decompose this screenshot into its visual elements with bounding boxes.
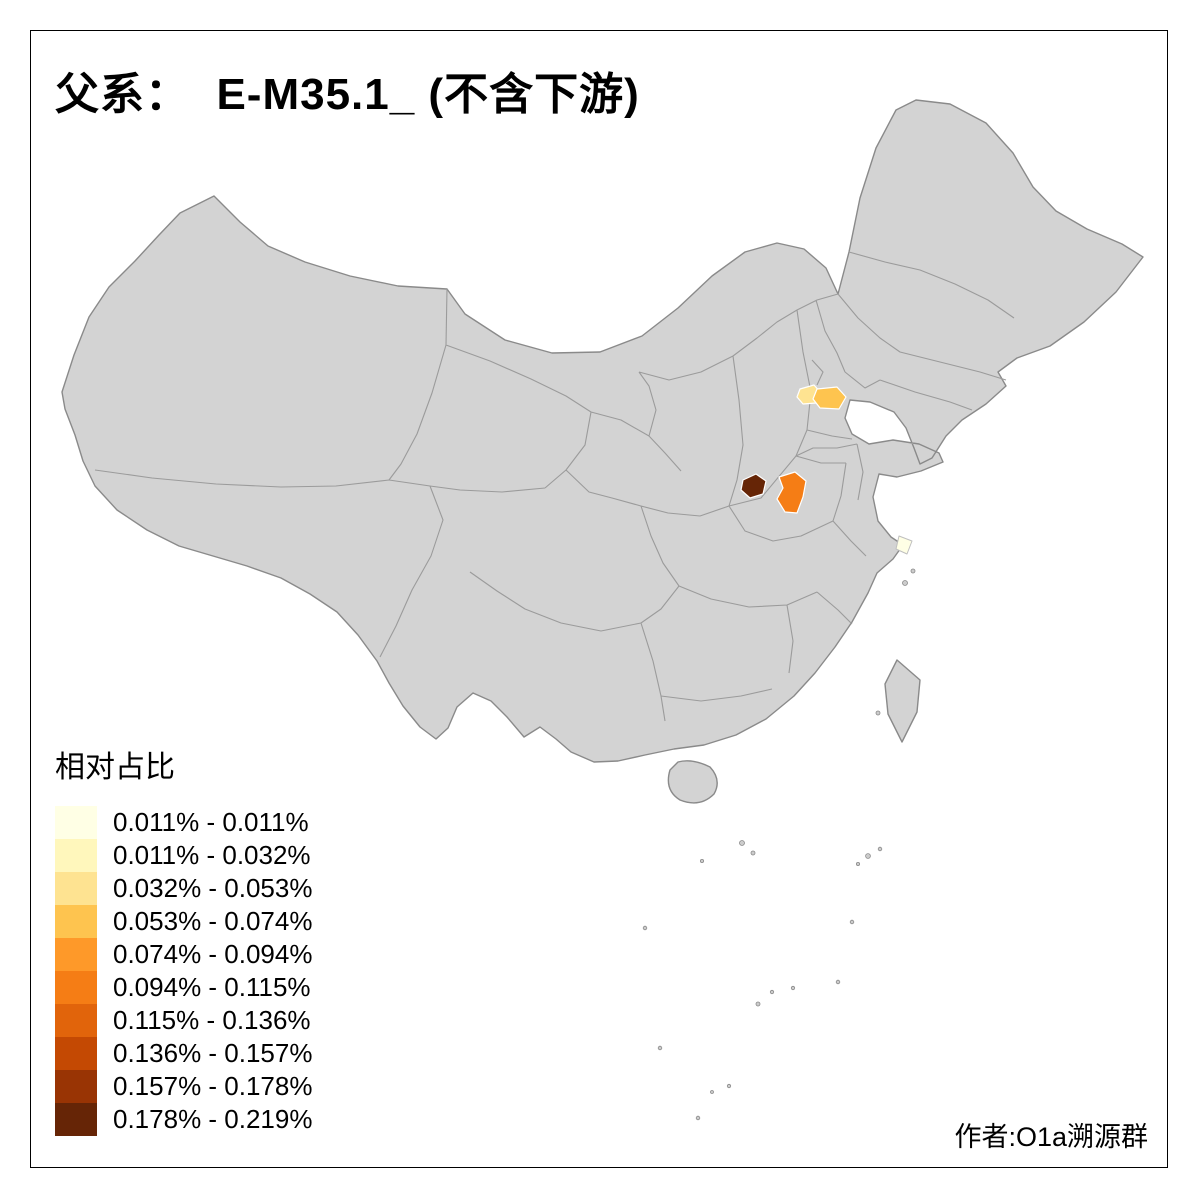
hainan-island [667,760,718,804]
legend-title: 相对占比 [55,751,175,784]
legend-label: 0.115% - 0.136% [113,1005,311,1035]
legend-swatch [55,872,97,905]
highlight-region-central-orange [776,471,807,514]
legend: 相对占比 0.011% - 0.011% 0.011% - 0.032% 0.0… [55,742,312,1136]
legend-label: 0.178% - 0.219% [113,1104,313,1134]
legend-swatch [55,938,97,971]
china-map-group [61,99,1144,1121]
legend-swatch [55,1070,97,1103]
mainland-outline [61,99,1144,763]
legend-row: 0.178% - 0.219% [55,1103,312,1136]
legend-swatch [55,839,97,872]
legend-entries: 0.011% - 0.011% 0.011% - 0.032% 0.032% -… [55,806,312,1136]
province-borders [94,251,1015,722]
author-credit: 作者:O1a溯源群 [954,1122,1148,1152]
highlight-regions [740,384,913,555]
legend-row: 0.032% - 0.053% [55,872,312,905]
legend-label: 0.011% - 0.032% [113,840,311,870]
legend-row: 0.074% - 0.094% [55,938,312,971]
legend-swatch [55,806,97,839]
legend-swatch [55,1103,97,1136]
legend-row: 0.053% - 0.074% [55,905,312,938]
legend-row: 0.136% - 0.157% [55,1037,312,1070]
legend-swatch [55,905,97,938]
highlight-region-central-dark [740,473,767,499]
legend-label: 0.053% - 0.074% [113,906,313,936]
legend-swatch [55,971,97,1004]
page-title: 父系： E-M35.1_ (不含下游) [55,70,640,119]
legend-row: 0.157% - 0.178% [55,1070,312,1103]
legend-row: 0.011% - 0.011% [55,806,312,839]
taiwan-island [884,659,921,743]
legend-label: 0.074% - 0.094% [113,939,313,969]
legend-label: 0.011% - 0.011% [113,807,309,837]
legend-label: 0.094% - 0.115% [113,972,311,1002]
legend-row: 0.011% - 0.032% [55,839,312,872]
legend-swatch [55,1037,97,1070]
highlight-region-shanghai [895,535,913,555]
legend-label: 0.032% - 0.053% [113,873,313,903]
legend-label: 0.157% - 0.178% [113,1071,313,1101]
south-china-sea-islands [642,568,916,1121]
legend-swatch [55,1004,97,1037]
legend-row: 0.094% - 0.115% [55,971,312,1004]
legend-row: 0.115% - 0.136% [55,1004,312,1037]
highlight-region-north-right [812,386,847,410]
legend-label: 0.136% - 0.157% [113,1038,313,1068]
